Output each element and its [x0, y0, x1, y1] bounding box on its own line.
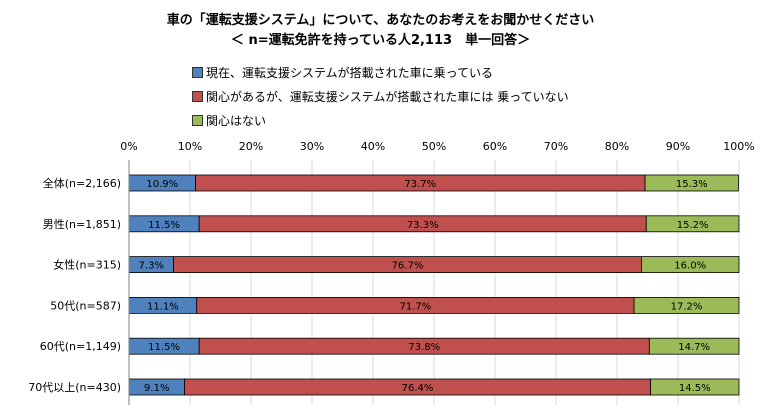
x-tick-label-30: 30%	[300, 140, 324, 153]
bar-2-3	[633, 296, 740, 314]
data-label-1-0: 73.7%	[404, 179, 436, 190]
category-label-1: 男性(n=1,851)	[43, 217, 121, 231]
data-label-2-4: 14.7%	[678, 342, 710, 353]
data-label-0-2: 7.3%	[139, 261, 164, 272]
data-label-0-5: 9.1%	[144, 383, 169, 394]
legend-swatch-1	[192, 90, 203, 102]
legend: 現在、運転支援システムが搭載された車に乗っている 関心があるが、運転支援システム…	[192, 60, 569, 132]
data-label-2-0: 15.3%	[676, 179, 708, 190]
data-label-1-3: 71.7%	[400, 301, 432, 312]
bar-2-4	[648, 337, 740, 355]
x-tick-label-20: 20%	[239, 140, 263, 153]
data-label-1-2: 76.7%	[392, 261, 424, 272]
legend-label-1: 関心があるが、運転支援システムが搭載された車には 乗っていない	[206, 89, 569, 104]
data-label-2-5: 14.5%	[679, 383, 711, 394]
data-label-2-1: 15.2%	[677, 220, 709, 231]
data-label-2-2: 16.0%	[674, 261, 706, 272]
bar-2-2	[641, 256, 740, 274]
data-label-1-1: 73.3%	[407, 220, 439, 231]
x-tick-label-50: 50%	[422, 140, 446, 153]
category-label-5: 70代以上(n=430)	[28, 381, 121, 394]
data-label-2-3: 17.2%	[671, 301, 703, 312]
data-label-0-4: 11.5%	[148, 342, 180, 353]
chart-title: 車の「運転支援システム」について、あなたのお考えをお聞かせください	[166, 13, 595, 28]
legend-item-1: 関心があるが、運転支援システムが搭載された車には 乗っていない	[192, 84, 569, 108]
legend-swatch-0	[192, 66, 203, 78]
x-tick-label-0: 0%	[120, 140, 137, 153]
chart-subtitle: ＜ n=運転免許を持っている人2,113 単一回答＞	[230, 33, 531, 48]
legend-swatch-2	[192, 114, 203, 126]
bar-2-5	[650, 378, 740, 396]
x-tick-label-60: 60%	[483, 140, 507, 153]
legend-item-2: 関心はない	[192, 108, 569, 132]
category-label-3: 50代(n=587)	[50, 299, 121, 312]
legend-label-0: 現在、運転支援システムが搭載された車に乗っている	[206, 65, 494, 80]
bar-2-1	[645, 215, 740, 233]
legend-item-0: 現在、運転支援システムが搭載された車に乗っている	[192, 60, 569, 84]
category-label-0: 全体(n=2,166)	[43, 176, 121, 190]
category-label-2: 女性(n=315)	[53, 258, 121, 272]
x-tick-label-70: 70%	[544, 140, 568, 153]
data-label-1-5: 76.4%	[402, 383, 434, 394]
category-label-4: 60代(n=1,149)	[40, 340, 121, 353]
x-tick-label-40: 40%	[361, 140, 385, 153]
data-label-0-3: 11.1%	[147, 301, 179, 312]
x-tick-label-90: 90%	[666, 140, 690, 153]
data-label-0-0: 10.9%	[146, 179, 178, 190]
x-tick-label-10: 10%	[178, 140, 202, 153]
data-label-0-1: 11.5%	[148, 220, 180, 231]
x-tick-label-80: 80%	[605, 140, 629, 153]
legend-label-2: 関心はない	[206, 113, 267, 128]
data-label-1-4: 73.8%	[408, 342, 440, 353]
bar-2-0	[644, 174, 739, 192]
x-tick-label-100: 100%	[723, 140, 754, 153]
